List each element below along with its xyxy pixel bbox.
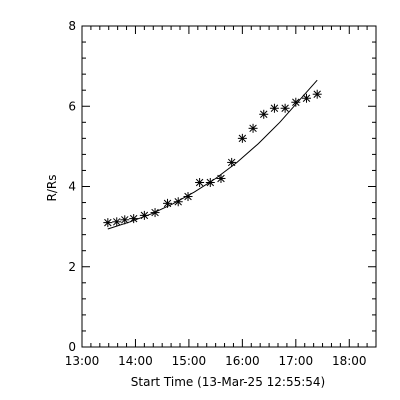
x-tick-label: 13:00 [65, 354, 100, 368]
data-point [173, 197, 183, 207]
x-tick-label: 14:00 [118, 354, 153, 368]
data-point [216, 173, 226, 183]
x-axis-ticks: 13:00 14:00 15:00 16:00 17:00 18:00 [65, 26, 377, 368]
axes-frame [81, 25, 377, 348]
data-point [237, 133, 247, 143]
data-point [183, 192, 193, 202]
data-point [139, 210, 149, 220]
data-point [227, 157, 237, 167]
y-axis-ticks: 0 2 4 6 8 [68, 19, 376, 354]
data-point [103, 218, 113, 228]
data-point [291, 97, 301, 107]
x-tick-label: 15:00 [172, 354, 207, 368]
data-point [259, 109, 269, 119]
data-point [163, 198, 173, 208]
data-points-layer [103, 89, 322, 228]
data-point [248, 123, 258, 133]
x-tick-label: 18:00 [332, 354, 367, 368]
y-tick-label: 2 [68, 260, 76, 274]
data-point [205, 177, 215, 187]
y-axis-label: R/Rs [45, 175, 59, 202]
data-point [150, 208, 160, 218]
y-tick-label: 6 [68, 99, 76, 113]
data-point [280, 103, 290, 113]
x-tick-label: 17:00 [279, 354, 314, 368]
data-point [112, 217, 122, 227]
y-tick-label: 8 [68, 19, 76, 33]
fit-curve [107, 79, 318, 230]
data-point [195, 177, 205, 187]
fit-curve-layer [107, 79, 318, 230]
data-point [312, 89, 322, 99]
data-point [269, 103, 279, 113]
x-axis-label: Start Time (13-Mar-25 12:55:54) [131, 375, 325, 389]
plot-frame [81, 25, 377, 348]
data-point [302, 93, 312, 103]
y-tick-label: 0 [68, 340, 76, 354]
data-point [120, 215, 130, 225]
data-point [129, 214, 139, 224]
y-tick-label: 4 [68, 180, 76, 194]
x-tick-label: 16:00 [225, 354, 260, 368]
